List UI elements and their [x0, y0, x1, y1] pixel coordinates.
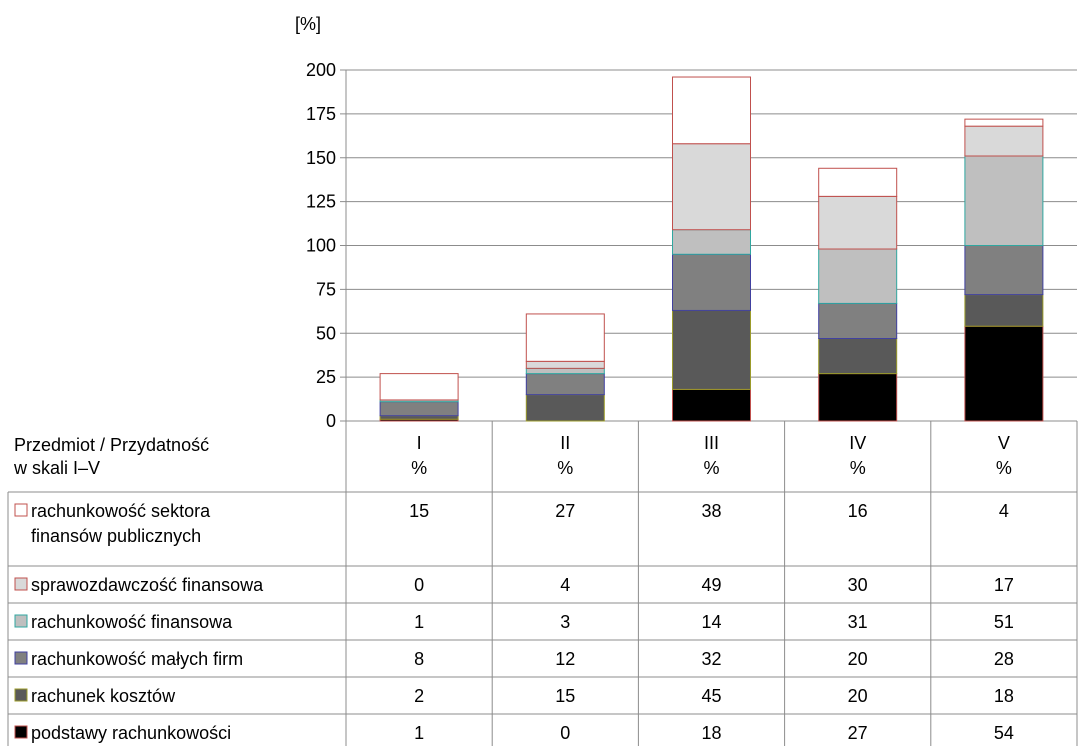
x-tick-label: I [417, 433, 422, 453]
table-value: 49 [701, 575, 721, 595]
table-value: 18 [994, 686, 1014, 706]
table-value: 4 [999, 501, 1009, 521]
table-value: 38 [701, 501, 721, 521]
table-value: 14 [701, 612, 721, 632]
legend-key [14, 577, 28, 591]
bar-segment [964, 325, 1044, 422]
series-name: sprawozdawczość finansowa [31, 575, 264, 595]
bar-segment [818, 302, 898, 340]
table-value: 12 [555, 649, 575, 669]
y-axis-label: [%] [295, 14, 321, 34]
series-name: rachunkowość małych firm [31, 649, 243, 669]
table-value: 45 [701, 686, 721, 706]
table-value: 1 [414, 612, 424, 632]
bar-segment [818, 167, 898, 197]
bar-segment [964, 245, 1044, 296]
bars [379, 76, 1044, 422]
legend-key [14, 651, 28, 665]
table-value: 0 [414, 575, 424, 595]
y-tick-label: 100 [306, 236, 336, 256]
y-tick-label: 125 [306, 192, 336, 212]
bar-segment [964, 125, 1044, 157]
y-axis: [%] 0 25 50 75 100 125 150 175 200 [295, 14, 347, 431]
data-table: Przedmiot / Przydatność w skali I–V I% II% I… [7, 421, 1078, 746]
table-value: 3 [560, 612, 570, 632]
bar-segment [672, 253, 751, 311]
bar-segment [672, 229, 751, 255]
series-name: finansów publicznych [31, 526, 201, 546]
bar-segment [672, 309, 751, 390]
bar-segment [818, 338, 898, 375]
y-tick-label: 0 [326, 411, 336, 431]
bar-segment [525, 360, 605, 369]
bar-segment [379, 401, 459, 417]
table-value: 20 [848, 686, 868, 706]
table-value: 15 [409, 501, 429, 521]
table-value: 20 [848, 649, 868, 669]
y-tick-label: 200 [306, 60, 336, 80]
bar-segment [672, 388, 751, 422]
y-tick-label: 25 [316, 367, 336, 387]
legend-key [14, 688, 28, 702]
table-header-label: w skali I–V [13, 458, 100, 478]
bar-segment [672, 143, 751, 231]
y-tick-label: 175 [306, 104, 336, 124]
bar-segment [818, 248, 898, 304]
x-unit-label: % [996, 458, 1012, 478]
x-unit-label: % [850, 458, 866, 478]
x-tick-label: IV [849, 433, 866, 453]
table-value: 15 [555, 686, 575, 706]
bar-segment [964, 294, 1044, 327]
table-value: 54 [994, 723, 1014, 743]
table-value: 27 [848, 723, 868, 743]
series-name: rachunek kosztów [31, 686, 176, 706]
x-tick-label: V [998, 433, 1010, 453]
bar-segment [672, 76, 751, 145]
table-value: 18 [701, 723, 721, 743]
x-unit-label: % [411, 458, 427, 478]
legend-key [14, 503, 28, 517]
bar-segment [818, 195, 898, 250]
table-value: 0 [560, 723, 570, 743]
table-value: 4 [560, 575, 570, 595]
table-header-label: Przedmiot / Przydatność [14, 435, 209, 455]
bar-segment [525, 373, 605, 396]
series-name: rachunkowość finansowa [31, 612, 233, 632]
table-value: 1 [414, 723, 424, 743]
table-value: 51 [994, 612, 1014, 632]
bar-segment [818, 373, 898, 422]
table-value: 30 [848, 575, 868, 595]
x-unit-label: % [703, 458, 719, 478]
bar-segment [525, 367, 605, 375]
bar-segment [525, 313, 605, 362]
x-tick-label: II [560, 433, 570, 453]
table-value: 31 [848, 612, 868, 632]
series-name: podstawy rachunkowości [31, 723, 231, 743]
x-unit-label: % [557, 458, 573, 478]
bar-segment [525, 394, 605, 422]
table-value: 2 [414, 686, 424, 706]
table-value: 8 [414, 649, 424, 669]
table-value: 17 [994, 575, 1014, 595]
y-tick-label: 50 [316, 323, 336, 343]
bar-segment [964, 155, 1044, 246]
y-tick-label: 150 [306, 148, 336, 168]
bar-segment [379, 373, 459, 401]
table-value: 27 [555, 501, 575, 521]
table-value: 28 [994, 649, 1014, 669]
y-tick-label: 75 [316, 279, 336, 299]
bar-segment [379, 415, 459, 420]
x-tick-label: III [704, 433, 719, 453]
table-value: 16 [848, 501, 868, 521]
legend-key [14, 614, 28, 628]
series-name: rachunkowość sektora [31, 501, 211, 521]
table-value: 32 [701, 649, 721, 669]
legend-key [14, 725, 28, 739]
bar-segment [964, 118, 1044, 127]
